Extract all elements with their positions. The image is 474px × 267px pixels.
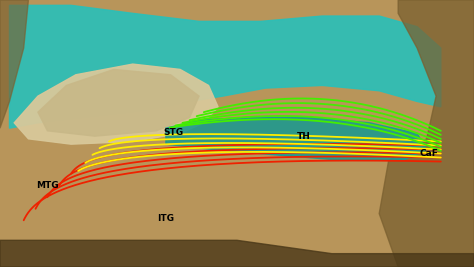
Polygon shape [14, 64, 218, 144]
Text: TH: TH [296, 132, 310, 141]
Polygon shape [379, 0, 474, 267]
Polygon shape [9, 5, 441, 128]
Text: CaF: CaF [419, 149, 438, 158]
Text: MTG: MTG [36, 181, 59, 190]
Polygon shape [38, 69, 199, 136]
Polygon shape [0, 240, 474, 267]
Polygon shape [166, 117, 427, 160]
Polygon shape [0, 0, 28, 128]
Text: STG: STG [163, 128, 183, 137]
Text: ITG: ITG [157, 214, 174, 223]
